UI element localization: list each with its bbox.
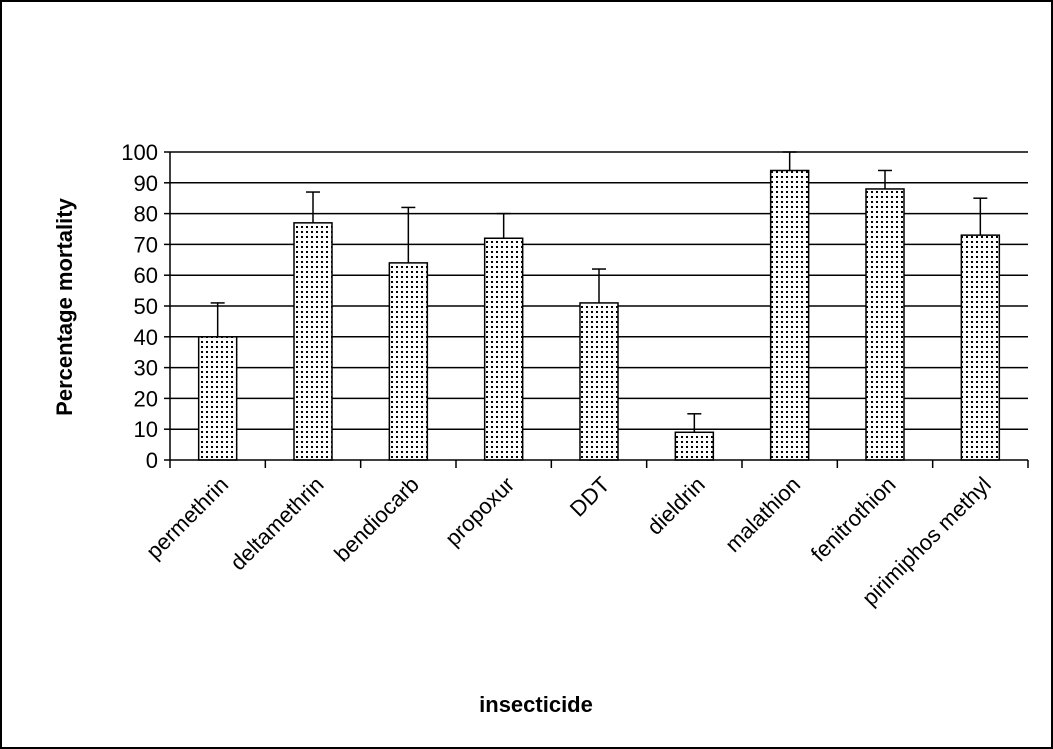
x-tick-label: bendiocarb xyxy=(329,472,424,567)
y-axis-title: Percentage mortality xyxy=(52,197,77,415)
bar-dieldrin xyxy=(674,431,715,461)
x-tick-label: malathion xyxy=(720,472,805,557)
y-tick-label: 0 xyxy=(146,448,158,473)
y-tick-label: 30 xyxy=(134,356,158,381)
y-tick-label: 60 xyxy=(134,263,158,288)
y-tick-label: 80 xyxy=(134,202,158,227)
bar-bendiocarb xyxy=(388,262,429,461)
bar-pirimiphos-methyl xyxy=(960,234,1001,461)
x-tick-label: propoxur xyxy=(440,472,519,551)
y-tick-label: 50 xyxy=(134,294,158,319)
y-tick-label: 100 xyxy=(121,140,158,165)
x-tick-label: fenitrothion xyxy=(806,472,901,567)
y-tick-label: 70 xyxy=(134,232,158,257)
x-tick-label: deltamethrin xyxy=(225,472,328,575)
x-tick-label: dieldrin xyxy=(642,472,710,540)
bar-propoxur xyxy=(483,237,524,461)
y-tick-label: 40 xyxy=(134,325,158,350)
bar-malathion xyxy=(769,169,810,461)
x-axis-title: insecticide xyxy=(479,692,593,717)
bar-permethrin xyxy=(197,336,238,461)
y-tick-label: 10 xyxy=(134,417,158,442)
x-tick-label: permethrin xyxy=(141,472,233,564)
bar-deltamethrin xyxy=(293,222,333,461)
y-tick-label: 20 xyxy=(134,386,158,411)
bar-fenitrothion xyxy=(865,188,905,461)
x-tick-label: DDT xyxy=(565,472,615,522)
bar-DDT xyxy=(579,302,619,461)
y-tick-label: 90 xyxy=(134,171,158,196)
